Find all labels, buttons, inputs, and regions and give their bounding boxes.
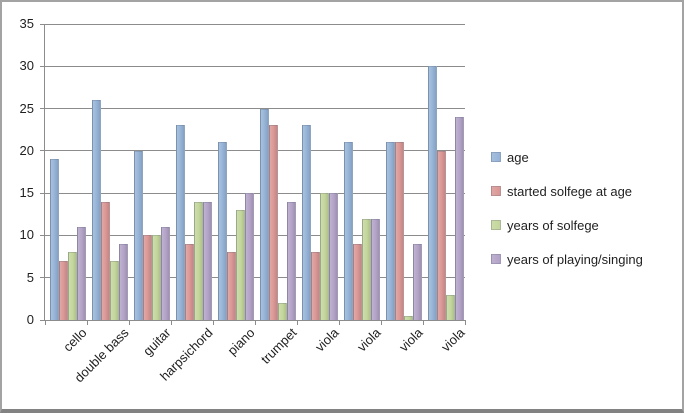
- bar-years-of-solfege-5: [278, 303, 287, 320]
- x-axis-tick: [255, 320, 256, 325]
- x-axis-category-label: viola: [438, 325, 468, 355]
- gridline: [40, 150, 465, 152]
- bar-years-of-playing-singing-7: [371, 218, 380, 320]
- legend-swatch-icon: [491, 186, 501, 196]
- bar-years-of-solfege-8: [404, 315, 413, 320]
- y-axis-tick-label: 25: [19, 100, 34, 116]
- bar-years-of-playing-singing-2: [161, 226, 170, 320]
- bar-started-solfege-at-age-7: [353, 243, 362, 320]
- legend-swatch-icon: [491, 220, 501, 230]
- legend-swatch-icon: [491, 254, 501, 264]
- y-axis-tick-label: 10: [19, 227, 34, 243]
- bar-years-of-solfege-2: [152, 235, 161, 320]
- legend-item: age: [491, 149, 643, 165]
- bar-years-of-solfege-0: [68, 252, 77, 320]
- bar-years-of-solfege-6: [320, 193, 329, 320]
- bar-age-4: [218, 142, 227, 320]
- legend-item: years of playing/singing: [491, 251, 643, 267]
- bar-years-of-playing-singing-6: [329, 193, 338, 320]
- x-axis-tick: [423, 320, 424, 325]
- x-axis-category-label: viola: [312, 325, 342, 355]
- bar-age-2: [134, 150, 143, 320]
- bar-age-0: [50, 159, 59, 320]
- x-axis-tick: [465, 320, 466, 325]
- x-axis-category-label: guitar: [139, 325, 174, 359]
- x-axis-tick: [213, 320, 214, 325]
- bar-age-6: [302, 125, 311, 320]
- bar-started-solfege-at-age-8: [395, 142, 404, 320]
- bar-started-solfege-at-age-1: [101, 201, 110, 320]
- plot-area: [40, 23, 466, 325]
- legend-item: started solfege at age: [491, 183, 643, 199]
- y-axis-tick-label: 30: [19, 58, 34, 74]
- bar-years-of-playing-singing-0: [77, 226, 86, 320]
- legend-swatch-icon: [491, 152, 501, 162]
- bar-years-of-solfege-9: [446, 294, 455, 320]
- x-axis-category-label: cello: [60, 325, 90, 355]
- legend-label: started solfege at age: [507, 183, 633, 199]
- x-axis-category-label: piano: [224, 325, 258, 359]
- x-axis-tick: [339, 320, 340, 325]
- bar-years-of-playing-singing-3: [203, 201, 212, 320]
- bar-years-of-solfege-1: [110, 260, 119, 320]
- bar-years-of-solfege-4: [236, 210, 245, 320]
- bar-age-9: [428, 66, 437, 320]
- bar-started-solfege-at-age-9: [437, 150, 446, 320]
- bar-years-of-playing-singing-4: [245, 193, 254, 320]
- gridline: [40, 108, 465, 110]
- legend: age started solfege at age years of solfeg…: [491, 150, 643, 286]
- gridline: [40, 65, 465, 67]
- bar-years-of-solfege-3: [194, 201, 203, 320]
- bar-years-of-playing-singing-1: [119, 243, 128, 320]
- x-axis-tick: [87, 320, 88, 325]
- x-axis-tick: [297, 320, 298, 325]
- y-axis-tick-label: 35: [19, 16, 34, 31]
- legend-label: years of solfege: [507, 217, 599, 233]
- bar-started-solfege-at-age-6: [311, 252, 320, 320]
- bar-years-of-playing-singing-5: [287, 201, 296, 320]
- y-axis-line: [44, 24, 45, 320]
- y-axis-tick-label: 20: [19, 142, 34, 158]
- x-axis-category-label: viola: [354, 325, 384, 355]
- x-axis-tick: [129, 320, 130, 325]
- y-axis-tick-label: 15: [19, 185, 34, 201]
- bar-started-solfege-at-age-2: [143, 235, 152, 320]
- x-axis-line: [40, 320, 465, 321]
- bar-started-solfege-at-age-0: [59, 260, 68, 320]
- gridline: [40, 23, 465, 25]
- bar-years-of-playing-singing-8: [413, 243, 422, 320]
- bar-started-solfege-at-age-5: [269, 125, 278, 320]
- bar-age-5: [260, 108, 269, 320]
- x-axis-tick: [45, 320, 46, 325]
- bar-started-solfege-at-age-4: [227, 252, 236, 320]
- y-axis-tick-label: 0: [26, 312, 34, 327]
- bar-age-8: [386, 142, 395, 320]
- bar-age-1: [92, 100, 101, 320]
- x-axis-tick: [381, 320, 382, 325]
- bar-age-7: [344, 142, 353, 320]
- legend-label: years of playing/singing: [507, 251, 643, 267]
- legend-item: years of solfege: [491, 217, 643, 233]
- bar-years-of-playing-singing-9: [455, 117, 464, 320]
- bar-years-of-solfege-7: [362, 218, 371, 320]
- y-axis-tick-label: 5: [26, 269, 34, 285]
- x-axis-category-label: trumpet: [257, 325, 300, 367]
- legend-label: age: [507, 149, 529, 165]
- x-axis-category-label: viola: [396, 325, 426, 355]
- bar-started-solfege-at-age-3: [185, 243, 194, 320]
- bar-age-3: [176, 125, 185, 320]
- x-axis-tick: [171, 320, 172, 325]
